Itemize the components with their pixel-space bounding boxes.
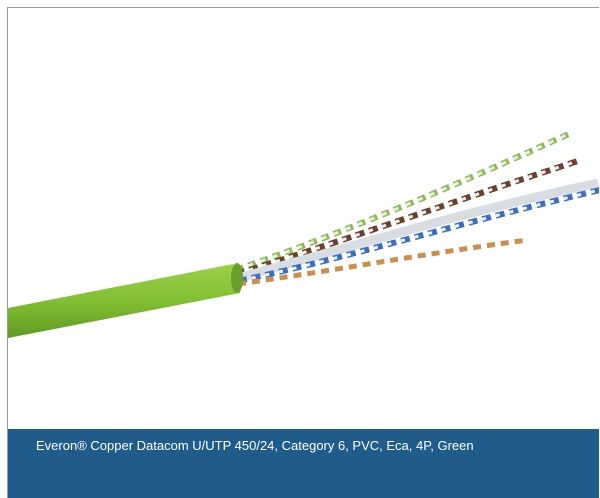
product-image (8, 130, 599, 338)
caption: Everon® Copper Datacom U/UTP 450/24, Cat… (8, 429, 599, 498)
product-card: Everon® Copper Datacom U/UTP 450/24, Cat… (7, 7, 599, 498)
